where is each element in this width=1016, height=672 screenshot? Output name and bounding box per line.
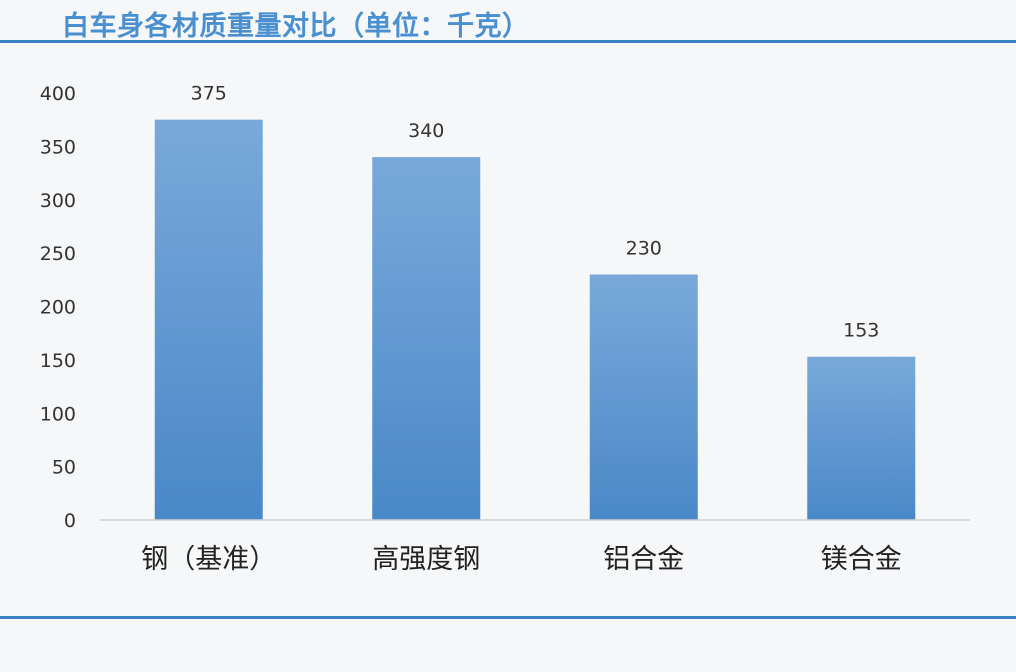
bar-chart: 0 50 100 150 200 250 300 350 400 375 340 230 153 钢（… (40, 83, 970, 575)
y-tick-label: 300 (40, 190, 76, 212)
title-divider (0, 40, 1016, 43)
bar-data-label: 340 (408, 120, 444, 142)
y-tick-label: 50 (52, 457, 76, 479)
bars: 375 340 230 153 (154, 83, 916, 521)
y-tick-label: 250 (40, 243, 76, 265)
y-tick-label: 150 (40, 350, 76, 372)
bar-data-label: 230 (626, 237, 662, 259)
y-tick-label: 400 (40, 83, 76, 105)
bar (154, 119, 263, 520)
y-axis: 0 50 100 150 200 250 300 350 400 (40, 83, 76, 532)
y-tick-label: 0 (64, 510, 76, 532)
y-tick-label: 350 (40, 136, 76, 158)
y-tick-label: 100 (40, 403, 76, 425)
x-category-label: 铝合金 (603, 544, 684, 575)
x-category-label: 高强度钢 (372, 544, 480, 575)
y-tick-label: 200 (40, 297, 76, 319)
bar-data-label: 375 (191, 83, 227, 105)
bar-data-label: 153 (843, 320, 879, 342)
x-category-label: 钢（基准） (141, 544, 276, 575)
chart-area: 0 50 100 150 200 250 300 350 400 375 340 230 153 钢（… (0, 44, 1016, 614)
bottom-divider (0, 616, 1016, 619)
x-axis: 钢（基准） 高强度钢 铝合金 镁合金 (100, 519, 970, 575)
chart-title: 白车身各材质重量对比（单位：千克） (62, 11, 530, 42)
bar (372, 157, 481, 521)
bar (589, 274, 698, 520)
x-category-label: 镁合金 (821, 544, 902, 575)
bar (807, 356, 916, 520)
